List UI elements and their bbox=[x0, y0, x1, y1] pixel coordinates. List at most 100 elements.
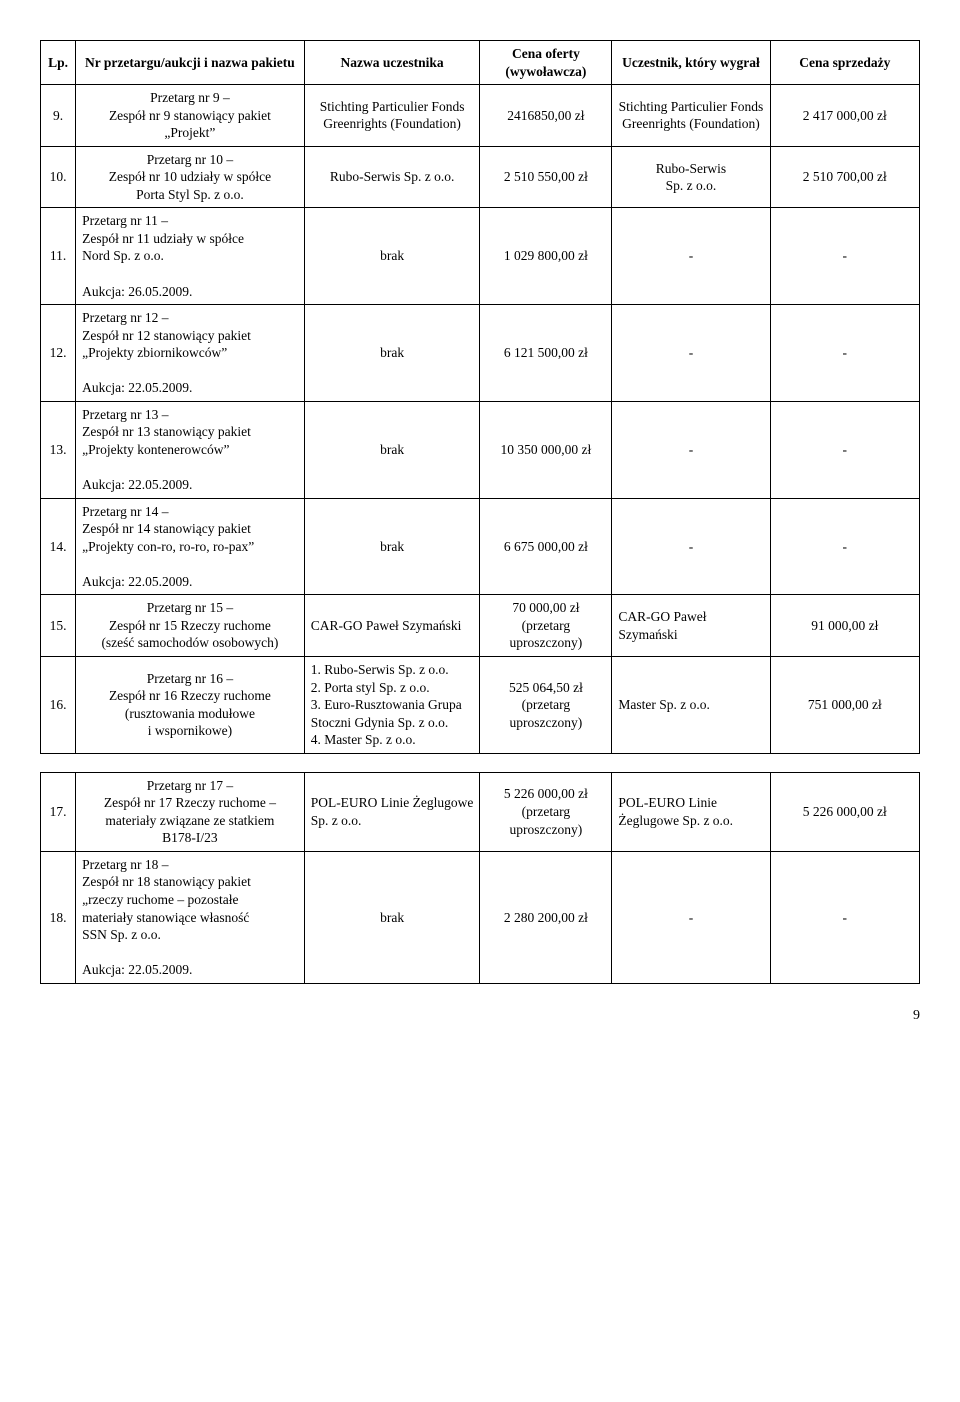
col-lp: Lp. bbox=[41, 41, 76, 85]
table-row: 17.Przetarg nr 17 – Zespół nr 17 Rzeczy … bbox=[41, 772, 920, 851]
cell-text: 10. bbox=[50, 169, 67, 184]
cell-text: Przetarg nr 9 – Zespół nr 9 stanowiący p… bbox=[109, 90, 271, 140]
cell-text: Przetarg nr 11 – Zespół nr 11 udziały w … bbox=[82, 213, 244, 298]
cell-text: 15. bbox=[50, 618, 67, 633]
cell-text: 5 226 000,00 zł (przetarg uproszczony) bbox=[504, 786, 588, 836]
table-cell: 70 000,00 zł (przetarg uproszczony) bbox=[480, 595, 612, 657]
cell-text: 1 029 800,00 zł bbox=[504, 248, 588, 263]
table-row: 18.Przetarg nr 18 – Zespół nr 18 stanowi… bbox=[41, 851, 920, 983]
cell-text: 11. bbox=[50, 248, 66, 263]
cell-text: 2 417 000,00 zł bbox=[803, 108, 887, 123]
table-row: 9. Przetarg nr 9 – Zespół nr 9 stanowiący… bbox=[41, 85, 920, 147]
cell-text: 10 350 000,00 zł bbox=[501, 442, 592, 457]
table-cell: Przetarg nr 17 – Zespół nr 17 Rzeczy ruc… bbox=[76, 772, 305, 851]
cell-text: Przetarg nr 16 – Zespół nr 16 Rzeczy ruc… bbox=[109, 671, 271, 739]
table-cell: - bbox=[612, 498, 770, 595]
cell-text: - bbox=[689, 248, 694, 263]
col-cena-sprzedazy: Cena sprzedaży bbox=[770, 41, 919, 85]
table-cell: - bbox=[770, 208, 919, 305]
table-cell: 13. bbox=[41, 401, 76, 498]
cell-text: Przetarg nr 12 – Zespół nr 12 stanowiący… bbox=[82, 310, 251, 395]
table-cell: Przetarg nr 18 – Zespół nr 18 stanowiący… bbox=[76, 851, 305, 983]
cell-text: - bbox=[689, 345, 694, 360]
table-cell: 11. bbox=[41, 208, 76, 305]
cell-text: POL-EURO Linie Żeglugowe Sp. z o.o. bbox=[618, 795, 733, 828]
cell-text: 525 064,50 zł (przetarg uproszczony) bbox=[509, 680, 583, 730]
cell-text: Przetarg nr 10 – Zespół nr 10 udziały w … bbox=[109, 152, 271, 202]
table-cell: 525 064,50 zł (przetarg uproszczony) bbox=[480, 656, 612, 753]
cell-text: 91 000,00 zł bbox=[811, 618, 878, 633]
table-cell: brak bbox=[304, 498, 480, 595]
table-cell: 91 000,00 zł bbox=[770, 595, 919, 657]
cell-text: 12. bbox=[50, 345, 67, 360]
cell-text: 70 000,00 zł (przetarg uproszczony) bbox=[510, 600, 583, 650]
cell-text: 14. bbox=[50, 539, 67, 554]
table-cell: 9. bbox=[41, 85, 76, 147]
table-cell: CAR-GO Paweł Szymański bbox=[304, 595, 480, 657]
col-pakiet: Nr przetargu/aukcji i nazwa pakietu bbox=[76, 41, 305, 85]
tender-table-1: Lp. Nr przetargu/aukcji i nazwa pakietu … bbox=[40, 40, 920, 754]
table-cell: - bbox=[770, 401, 919, 498]
table-row: 16. Przetarg nr 16 – Zespół nr 16 Rzeczy … bbox=[41, 656, 920, 753]
cell-text: 13. bbox=[50, 442, 67, 457]
table-cell: Master Sp. z o.o. bbox=[612, 656, 770, 753]
cell-text: 751 000,00 zł bbox=[808, 697, 882, 712]
table-cell: Przetarg nr 9 – Zespół nr 9 stanowiący p… bbox=[76, 85, 305, 147]
cell-text: 2 510 550,00 zł bbox=[504, 169, 588, 184]
table-cell: 6 675 000,00 zł bbox=[480, 498, 612, 595]
table-cell: 751 000,00 zł bbox=[770, 656, 919, 753]
table-cell: 17. bbox=[41, 772, 76, 851]
cell-text: 16. bbox=[50, 697, 67, 712]
table-cell: brak bbox=[304, 401, 480, 498]
table-cell: 10. bbox=[41, 146, 76, 208]
table-cell: Przetarg nr 14 – Zespół nr 14 stanowiący… bbox=[76, 498, 305, 595]
cell-text: Stichting Particulier Fonds Greenrights … bbox=[619, 99, 764, 132]
cell-text: Stichting Particulier Fonds Greenrights … bbox=[320, 99, 465, 132]
table-cell: Przetarg nr 15 – Zespół nr 15 Rzeczy ruc… bbox=[76, 595, 305, 657]
cell-text: 2 280 200,00 zł bbox=[504, 910, 588, 925]
table-cell: Rubo-Serwis Sp. z o.o. bbox=[612, 146, 770, 208]
cell-text: Master Sp. z o.o. bbox=[618, 697, 710, 712]
table-cell: - bbox=[770, 305, 919, 402]
cell-text: Rubo-Serwis Sp. z o.o. bbox=[330, 169, 455, 184]
table-cell: - bbox=[612, 851, 770, 983]
table-row: 15. Przetarg nr 15 – Zespół nr 15 Rzeczy … bbox=[41, 595, 920, 657]
table-cell: 18. bbox=[41, 851, 76, 983]
table-cell: - bbox=[612, 401, 770, 498]
table-cell: 5 226 000,00 zł bbox=[770, 772, 919, 851]
table-row: 11. Przetarg nr 11 – Zespół nr 11 udziały… bbox=[41, 208, 920, 305]
table-cell: 2 510 550,00 zł bbox=[480, 146, 612, 208]
cell-text: POL-EURO Linie Żeglugowe Sp. z o.o. bbox=[311, 795, 474, 828]
table-cell: Stichting Particulier Fonds Greenrights … bbox=[612, 85, 770, 147]
table-cell: Przetarg nr 11 – Zespół nr 11 udziały w … bbox=[76, 208, 305, 305]
table-cell: brak bbox=[304, 851, 480, 983]
table-cell: POL-EURO Linie Żeglugowe Sp. z o.o. bbox=[304, 772, 480, 851]
table-cell: 2 417 000,00 zł bbox=[770, 85, 919, 147]
table-cell: 12. bbox=[41, 305, 76, 402]
cell-text: brak bbox=[380, 442, 404, 457]
table-cell: - bbox=[770, 851, 919, 983]
cell-text: 2416850,00 zł bbox=[507, 108, 584, 123]
table-cell: Stichting Particulier Fonds Greenrights … bbox=[304, 85, 480, 147]
cell-text: 9. bbox=[53, 108, 63, 123]
table-cell: Przetarg nr 16 – Zespół nr 16 Rzeczy ruc… bbox=[76, 656, 305, 753]
table-cell: 1. Rubo-Serwis Sp. z o.o. 2. Porta styl … bbox=[304, 656, 480, 753]
table-cell: - bbox=[770, 498, 919, 595]
cell-text: - bbox=[689, 910, 694, 925]
cell-text: brak bbox=[380, 248, 404, 263]
table-cell: 10 350 000,00 zł bbox=[480, 401, 612, 498]
cell-text: 2 510 700,00 zł bbox=[803, 169, 887, 184]
cell-text: 6 121 500,00 zł bbox=[504, 345, 588, 360]
table-cell: 2416850,00 zł bbox=[480, 85, 612, 147]
table-gap bbox=[40, 754, 920, 772]
table-cell: Przetarg nr 10 – Zespół nr 10 udziały w … bbox=[76, 146, 305, 208]
cell-text: - bbox=[843, 539, 848, 554]
table-cell: brak bbox=[304, 305, 480, 402]
cell-text: Przetarg nr 15 – Zespół nr 15 Rzeczy ruc… bbox=[101, 600, 278, 650]
cell-text: Rubo-Serwis Sp. z o.o. bbox=[656, 161, 727, 194]
table-cell: 6 121 500,00 zł bbox=[480, 305, 612, 402]
cell-text: - bbox=[843, 442, 848, 457]
cell-text: Przetarg nr 13 – Zespół nr 13 stanowiący… bbox=[82, 407, 251, 492]
table-cell: 2 510 700,00 zł bbox=[770, 146, 919, 208]
table-cell: 16. bbox=[41, 656, 76, 753]
